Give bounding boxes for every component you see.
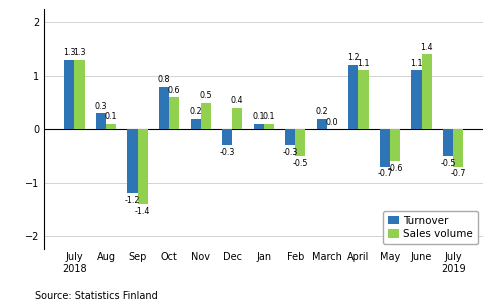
Bar [96,113,106,129]
Text: 0.0: 0.0 [326,118,338,126]
Text: 1.2: 1.2 [347,54,360,63]
Text: 1.1: 1.1 [357,59,370,68]
Text: -1.2: -1.2 [125,196,140,205]
Text: 1.3: 1.3 [63,48,75,57]
Text: -0.3: -0.3 [282,148,298,157]
Bar [106,124,116,129]
Text: -1.4: -1.4 [135,207,150,216]
Bar [317,119,327,129]
Text: -0.7: -0.7 [377,169,393,178]
Bar [190,119,201,129]
Text: 1.3: 1.3 [73,48,86,57]
Text: 0.5: 0.5 [199,91,212,100]
Bar [443,129,453,156]
Text: -0.5: -0.5 [293,159,308,168]
Bar [222,129,232,145]
Bar [264,124,274,129]
Text: 0.2: 0.2 [316,107,328,116]
Text: 0.3: 0.3 [95,102,107,111]
Text: 1.4: 1.4 [421,43,433,52]
Bar [295,129,305,156]
Bar [64,60,74,129]
Bar [138,129,147,204]
Bar [169,97,179,129]
Text: Source: Statistics Finland: Source: Statistics Finland [35,291,157,301]
Text: 0.1: 0.1 [263,112,275,121]
Bar [349,65,358,129]
Text: -0.5: -0.5 [440,159,456,168]
Bar [232,108,242,129]
Legend: Turnover, Sales volume: Turnover, Sales volume [383,211,478,244]
Bar [285,129,295,145]
Text: 0.8: 0.8 [158,75,170,84]
Text: 0.2: 0.2 [189,107,202,116]
Text: -0.7: -0.7 [451,169,466,178]
Text: -0.3: -0.3 [219,148,235,157]
Bar [390,129,400,161]
Bar [422,54,432,129]
Text: 0.1: 0.1 [252,112,265,121]
Text: 0.6: 0.6 [168,85,180,95]
Bar [74,60,84,129]
Bar [254,124,264,129]
Text: -0.6: -0.6 [387,164,403,173]
Bar [453,129,463,167]
Text: 1.1: 1.1 [410,59,423,68]
Bar [201,102,211,129]
Text: 0.1: 0.1 [105,112,117,121]
Bar [358,71,369,129]
Text: 0.4: 0.4 [231,96,244,105]
Bar [412,71,422,129]
Bar [380,129,390,167]
Bar [127,129,138,193]
Bar [159,87,169,129]
